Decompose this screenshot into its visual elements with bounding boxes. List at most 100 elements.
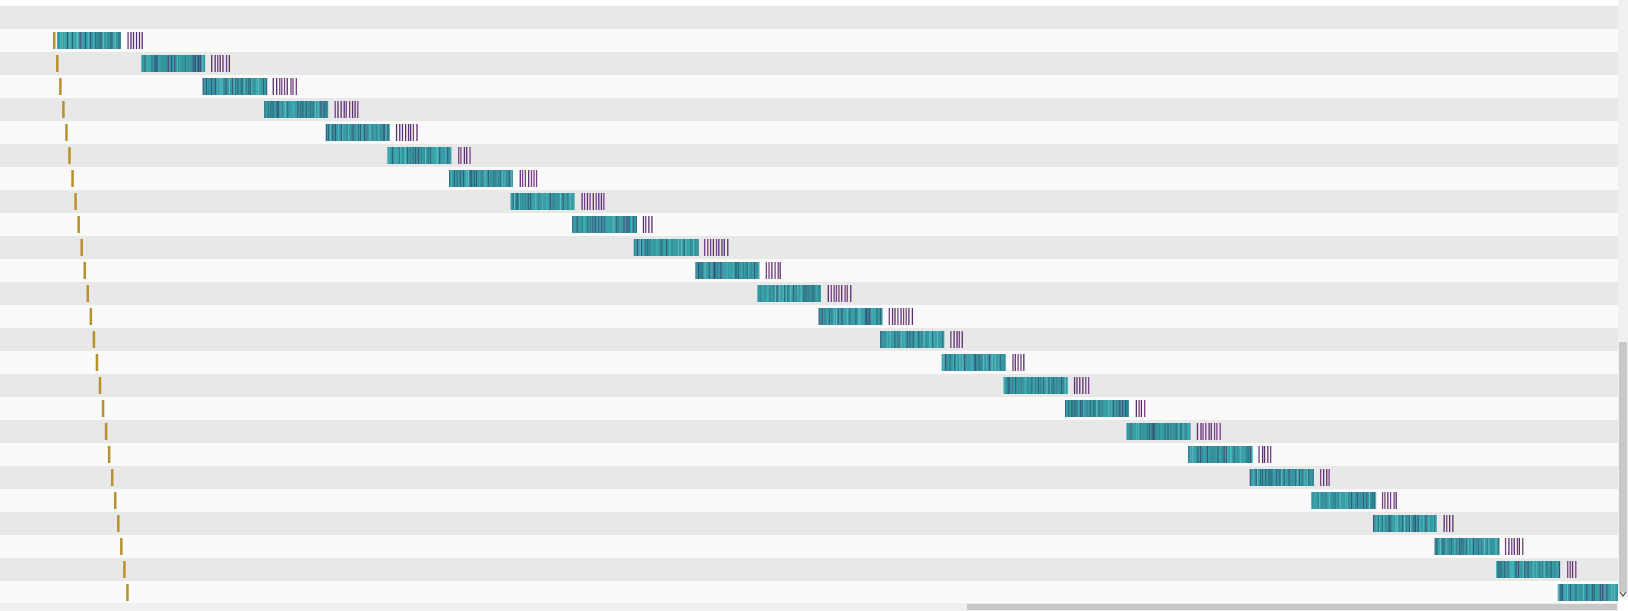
teal-stripe — [969, 354, 971, 371]
teal-stripe — [214, 78, 216, 95]
teal-stripe — [661, 239, 663, 256]
teal-stripe — [179, 55, 181, 72]
teal-block — [941, 354, 1006, 371]
row-stripe — [0, 443, 1618, 466]
purple-stripe — [1135, 400, 1137, 417]
purple-stripe — [897, 308, 899, 325]
gold-tick — [92, 331, 96, 348]
teal-stripe — [1435, 515, 1437, 532]
teal-stripe — [466, 170, 468, 187]
teal-stripe — [248, 78, 250, 95]
teal-stripe — [603, 216, 605, 233]
purple-stripe — [1443, 515, 1445, 532]
teal-stripe — [1577, 584, 1579, 601]
teal-stripe — [946, 354, 948, 371]
purple-stripe — [395, 124, 398, 141]
teal-stripe — [754, 262, 756, 279]
row-stripe — [0, 581, 1618, 603]
teal-stripe — [469, 170, 471, 187]
vertical-scrollbar-thumb[interactable] — [1619, 342, 1627, 592]
teal-stripe — [267, 101, 269, 118]
teal-stripe — [345, 124, 347, 141]
teal-stripe — [1311, 492, 1313, 509]
teal-stripe — [1151, 423, 1153, 440]
purple-stripe — [1508, 538, 1510, 555]
teal-stripe — [759, 285, 761, 302]
teal-stripe — [479, 170, 481, 187]
teal-stripe — [1417, 515, 1419, 532]
row-stripe — [0, 374, 1618, 397]
teal-stripe — [174, 55, 176, 72]
teal-stripe — [1389, 515, 1391, 532]
teal-stripe — [807, 285, 809, 302]
purple-stripe — [600, 193, 603, 210]
teal-stripe — [1566, 584, 1568, 601]
teal-stripe — [1480, 538, 1482, 555]
teal-stripe — [796, 285, 798, 302]
teal-stripe — [1312, 469, 1314, 486]
teal-stripe — [677, 239, 679, 256]
teal-stripe — [259, 78, 261, 95]
vertical-scrollbar-track[interactable] — [1618, 0, 1628, 598]
gold-tick — [56, 55, 59, 72]
purple-stripe — [603, 193, 605, 210]
teal-stripe — [793, 285, 795, 302]
teal-stripe — [997, 354, 999, 371]
purple-stripe — [412, 124, 415, 141]
teal-stripe — [892, 331, 894, 348]
purple-stripe — [283, 78, 286, 95]
teal-stripe — [1110, 400, 1112, 417]
purple-stripe — [1381, 492, 1384, 509]
purple-stripe — [589, 193, 591, 210]
teal-stripe — [430, 147, 432, 164]
teal-stripe — [669, 239, 671, 256]
purple-stripe — [404, 124, 407, 141]
teal-stripe — [1419, 515, 1421, 532]
teal-stripe — [1129, 423, 1131, 440]
teal-stripe — [1572, 584, 1574, 601]
teal-stripe — [560, 193, 562, 210]
teal-stripe — [750, 262, 752, 279]
teal-stripe — [557, 193, 559, 210]
teal-stripe — [167, 55, 169, 72]
teal-stripe — [612, 216, 614, 233]
teal-stripe — [857, 308, 859, 325]
teal-stripe — [1126, 423, 1128, 440]
teal-stripe — [949, 354, 951, 371]
purple-stripe — [1518, 538, 1521, 555]
teal-stripe — [1131, 423, 1133, 440]
teal-stripe — [589, 216, 591, 233]
purple-stripe — [530, 170, 533, 187]
teal-stripe — [396, 147, 398, 164]
teal-stripe — [192, 55, 194, 72]
teal-stripe — [1560, 584, 1562, 601]
teal-stripe — [763, 285, 765, 302]
teal-stripe — [1037, 377, 1039, 394]
teal-stripe — [626, 216, 628, 233]
teal-stripe — [1212, 446, 1214, 463]
horizontal-scrollbar-track[interactable] — [0, 603, 1618, 611]
teal-stripe — [514, 193, 516, 210]
scroll-down-arrow[interactable] — [1619, 591, 1627, 597]
teal-stripe — [694, 239, 696, 256]
teal-stripe — [782, 285, 784, 302]
teal-stripe — [764, 285, 766, 302]
gold-tick — [53, 32, 56, 49]
teal-stripe — [956, 354, 958, 371]
horizontal-scrollbar-thumb[interactable] — [967, 604, 1617, 610]
purple-stripe — [399, 124, 401, 141]
teal-stripe — [194, 55, 196, 72]
teal-stripe — [1593, 584, 1595, 601]
teal-stripe — [1008, 377, 1010, 394]
teal-stripe — [1434, 538, 1436, 555]
teal-stripe — [1355, 492, 1357, 509]
purple-stripe — [1511, 538, 1513, 555]
teal-stripe — [234, 78, 236, 95]
teal-stripe — [1112, 400, 1114, 417]
teal-stripe — [1077, 400, 1079, 417]
teal-stripe — [1402, 515, 1404, 532]
teal-stripe — [1500, 561, 1502, 578]
teal-stripe — [831, 308, 833, 325]
teal-stripe — [731, 262, 733, 279]
